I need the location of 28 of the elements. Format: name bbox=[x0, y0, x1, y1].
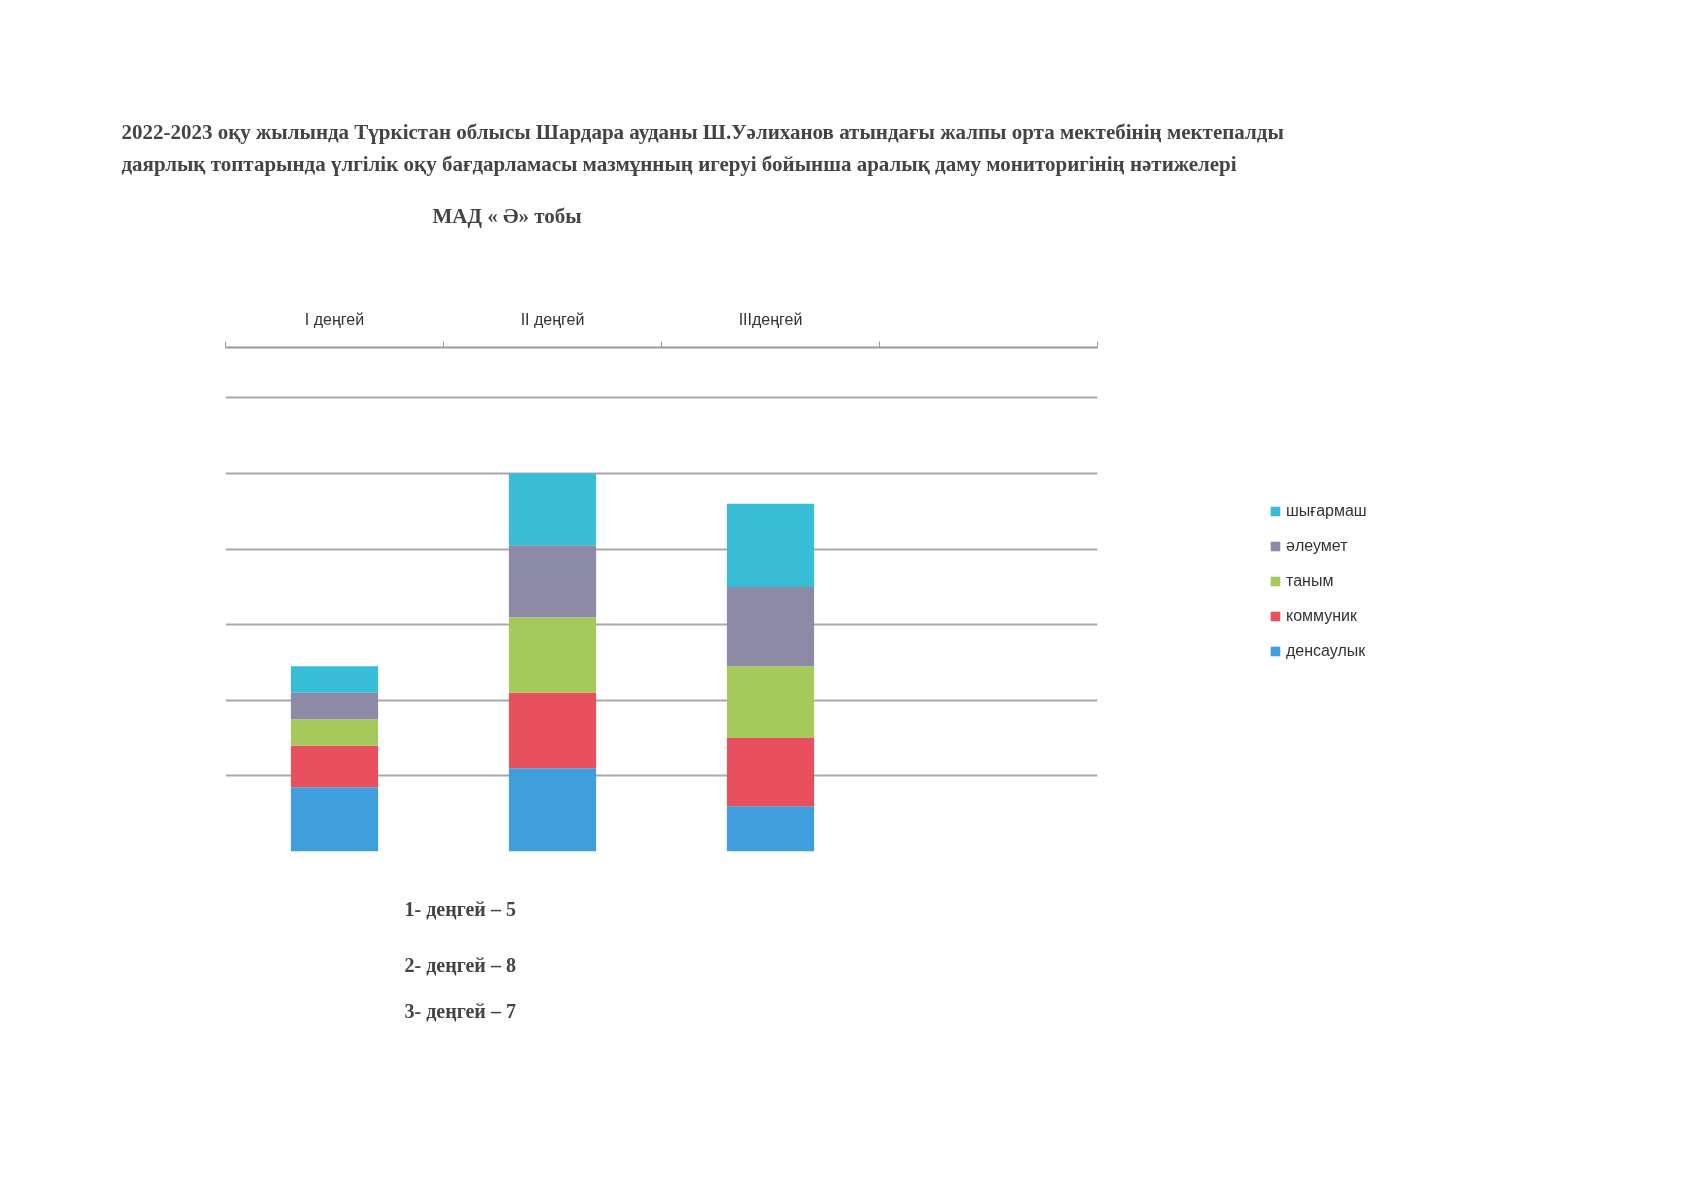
text: 3- деңгей – 7 bbox=[404, 1000, 516, 1022]
bar bbox=[726, 738, 815, 807]
legend-label: әлеумет bbox=[1286, 537, 1348, 555]
bar bbox=[726, 503, 815, 587]
bar bbox=[290, 719, 379, 746]
text: 2- деңгей – 8 bbox=[404, 953, 516, 976]
x-tick-label: IIIдеңгей bbox=[738, 310, 803, 328]
legend-label: коммуник bbox=[1286, 607, 1358, 625]
bar bbox=[726, 666, 815, 739]
legend-label: таным bbox=[1286, 572, 1334, 590]
x-tick-label: I деңгей bbox=[304, 310, 365, 328]
bar bbox=[290, 666, 379, 693]
chart-title: 2022-2023 оқу жылында Түркістан облысы Шардара ауданы Ш.Уәлиханов атындағы жалпы орта мектебінің мектепалды даярлық топтарында үлгілік оқу бағдарламасы мазмұнның игеруі бойынша аралық даму мониторигінің нәтижелері bbox=[121, 120, 1284, 177]
bar bbox=[290, 692, 379, 720]
bar bbox=[726, 806, 815, 852]
bar bbox=[508, 545, 597, 618]
chart-subtitle: МАД « Ә» тобы bbox=[432, 203, 582, 228]
bar bbox=[508, 617, 597, 693]
bar bbox=[726, 586, 815, 667]
legend-label: денсаулык bbox=[1286, 642, 1366, 660]
bar bbox=[290, 745, 379, 788]
legend-label: шығармаш bbox=[1286, 502, 1367, 520]
text: 1- деңгей – 5 bbox=[404, 897, 516, 920]
bar bbox=[508, 768, 597, 852]
x-tick-label: II деңгей bbox=[520, 310, 585, 328]
bar bbox=[508, 473, 597, 546]
bar bbox=[508, 692, 597, 769]
bar bbox=[290, 787, 379, 852]
